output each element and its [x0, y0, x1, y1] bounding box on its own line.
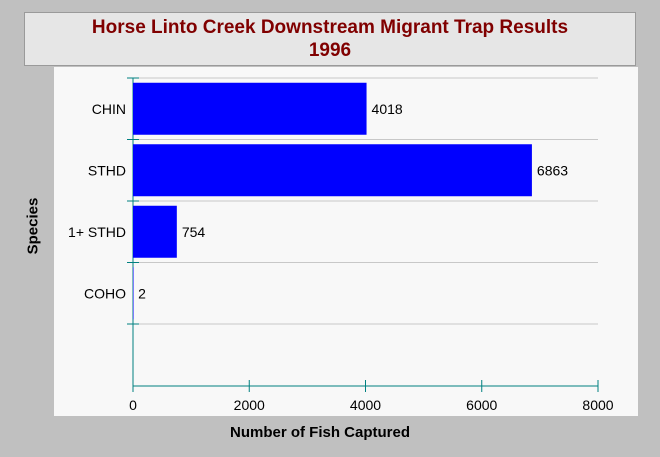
- category-label: STHD: [88, 162, 126, 178]
- chart-subtitle: 1996: [308, 40, 352, 61]
- x-tick-label: 6000: [466, 397, 497, 413]
- data-label: 4018: [372, 101, 403, 117]
- x-axis-title: Number of Fish Captured: [229, 424, 411, 441]
- y-axis-title: Species: [24, 197, 42, 255]
- x-tick-label: 4000: [350, 397, 381, 413]
- category-label: CHIN: [92, 101, 126, 117]
- x-tick-label: 0: [129, 397, 137, 413]
- bar: [133, 205, 177, 258]
- category-label: 1+ STHD: [68, 224, 126, 240]
- x-tick-label: 2000: [234, 397, 265, 413]
- bar: [133, 144, 532, 197]
- bar: [133, 82, 367, 135]
- bar: [133, 267, 134, 320]
- data-label: 6863: [537, 162, 568, 178]
- chart-title: Horse Linto Creek Downstream Migrant Tra…: [91, 17, 569, 38]
- chart-title-box: Horse Linto Creek Downstream Migrant Tra…: [24, 12, 636, 66]
- category-label: COHO: [84, 285, 126, 301]
- data-label: 2: [138, 285, 146, 301]
- x-tick-label: 8000: [582, 397, 613, 413]
- data-label: 754: [182, 224, 206, 240]
